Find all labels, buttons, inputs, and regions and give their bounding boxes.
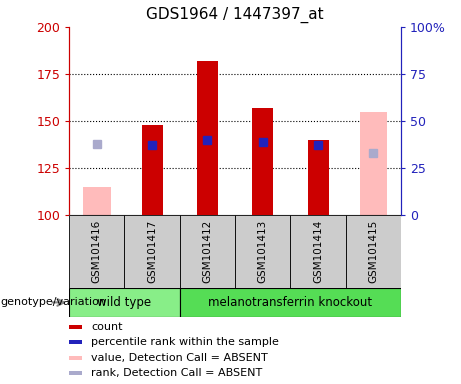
FancyBboxPatch shape bbox=[69, 371, 82, 375]
FancyBboxPatch shape bbox=[69, 356, 82, 360]
Text: wild type: wild type bbox=[97, 296, 152, 309]
Bar bbox=[307, 140, 329, 215]
Text: GSM101414: GSM101414 bbox=[313, 220, 323, 283]
Title: GDS1964 / 1447397_at: GDS1964 / 1447397_at bbox=[146, 7, 324, 23]
Bar bbox=[83, 187, 111, 215]
Bar bbox=[69, 288, 180, 317]
Text: genotype/variation: genotype/variation bbox=[0, 297, 106, 308]
Text: GSM101413: GSM101413 bbox=[258, 220, 268, 283]
Bar bbox=[252, 108, 273, 215]
Text: GSM101417: GSM101417 bbox=[147, 220, 157, 283]
Bar bbox=[142, 125, 163, 215]
FancyBboxPatch shape bbox=[69, 325, 82, 329]
Bar bbox=[180, 288, 401, 317]
Text: GSM101416: GSM101416 bbox=[92, 220, 102, 283]
Text: melanotransferrin knockout: melanotransferrin knockout bbox=[208, 296, 372, 309]
Text: rank, Detection Call = ABSENT: rank, Detection Call = ABSENT bbox=[91, 368, 262, 378]
Bar bbox=[197, 61, 218, 215]
Text: count: count bbox=[91, 322, 123, 332]
Text: value, Detection Call = ABSENT: value, Detection Call = ABSENT bbox=[91, 353, 268, 363]
Bar bbox=[360, 112, 387, 215]
Text: GSM101412: GSM101412 bbox=[202, 220, 213, 283]
Bar bbox=[124, 215, 180, 288]
Bar bbox=[235, 215, 290, 288]
Bar bbox=[346, 215, 401, 288]
Text: percentile rank within the sample: percentile rank within the sample bbox=[91, 337, 279, 348]
Text: GSM101415: GSM101415 bbox=[368, 220, 378, 283]
FancyBboxPatch shape bbox=[69, 340, 82, 344]
Bar bbox=[180, 215, 235, 288]
Bar bbox=[69, 215, 124, 288]
Bar bbox=[290, 215, 346, 288]
